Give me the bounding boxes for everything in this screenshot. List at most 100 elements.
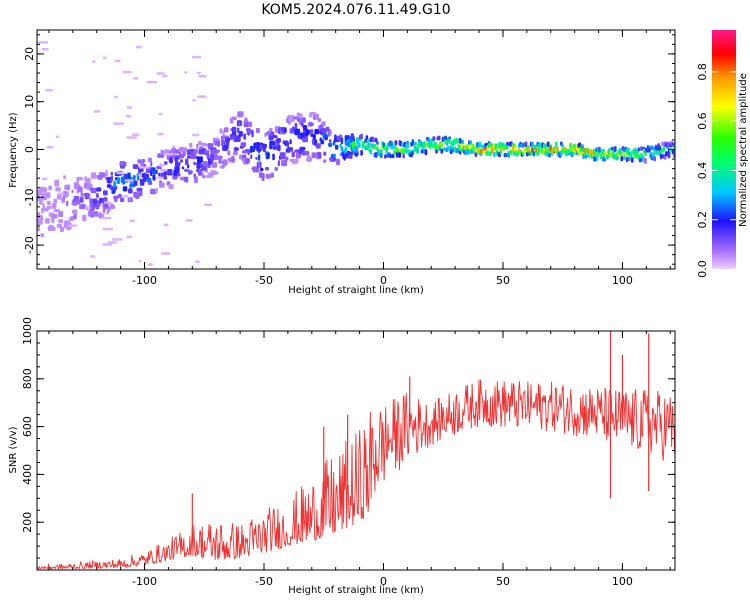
heatmap-cell — [216, 140, 221, 146]
heatmap-cell — [435, 149, 438, 154]
heatmap-cell — [78, 186, 83, 193]
heatmap-cell — [443, 147, 446, 152]
heatmap-cell — [132, 175, 136, 179]
heatmap-cell — [265, 167, 269, 171]
heatmap-cell — [132, 133, 140, 136]
heatmap-cell — [90, 255, 96, 258]
heatmap-cell — [157, 153, 162, 158]
heatmap-cell — [457, 144, 461, 150]
heatmap-cell — [487, 143, 491, 148]
heatmap-cell — [161, 252, 171, 255]
heatmap-cell — [289, 139, 292, 145]
heatmap-cell — [470, 149, 474, 154]
heatmap-cell — [644, 152, 647, 157]
heatmap-cell — [385, 148, 388, 154]
heatmap-cell — [297, 134, 300, 139]
heatmap-cell — [202, 175, 206, 179]
heatmap-cell — [476, 142, 479, 148]
heatmap-cell — [93, 212, 99, 217]
heatmap-cell — [458, 138, 462, 144]
heatmap-cell — [66, 200, 69, 207]
heatmap-cell — [380, 153, 383, 159]
heatmap-cell — [195, 260, 200, 263]
heatmap-cell — [95, 206, 100, 210]
heatmap-cell — [329, 139, 332, 143]
heatmap-cell — [157, 132, 164, 136]
heatmap-cell — [175, 166, 180, 172]
heatmap-cell — [432, 136, 436, 141]
heatmap-cell — [55, 135, 60, 138]
heatmap-cell — [456, 148, 459, 154]
heatmap-cell — [162, 74, 168, 78]
heatmap-cell — [71, 189, 74, 194]
heatmap-cell — [75, 199, 81, 205]
heatmap-cell — [284, 128, 287, 134]
heatmap-cell — [266, 152, 270, 159]
heatmap-cell — [216, 155, 223, 160]
heatmap-cell — [191, 133, 200, 137]
heatmap-cell — [310, 111, 316, 116]
heatmap-cell — [653, 156, 656, 162]
heatmap-cell — [198, 75, 207, 78]
heatmap-cell — [406, 143, 409, 149]
heatmap-cell — [106, 177, 112, 184]
heatmap-cell — [360, 133, 363, 140]
heatmap-cell — [136, 192, 140, 199]
heatmap-cell — [128, 188, 133, 194]
heatmap-cell — [197, 71, 201, 75]
heatmap-cell — [114, 95, 119, 99]
heatmap-cell — [250, 154, 253, 159]
x-tick-label: 100 — [612, 575, 633, 588]
heatmap-cell — [116, 171, 124, 175]
heatmap-cell — [255, 156, 258, 160]
heatmap-cell — [60, 226, 64, 233]
y-tick-label: 20 — [23, 47, 36, 61]
heatmap-cell — [607, 153, 610, 159]
heatmap-cell — [631, 157, 634, 163]
heatmap-cell — [156, 72, 165, 75]
heatmap-cell — [185, 176, 189, 183]
heatmap-cell — [126, 136, 137, 139]
y-tick-label: 10 — [23, 95, 36, 109]
heatmap-cell — [317, 152, 322, 159]
heatmap-cell — [354, 146, 359, 153]
heatmap-cell — [152, 174, 156, 181]
heatmap-cell — [474, 152, 478, 158]
y-tick-label: 0 — [23, 146, 36, 153]
heatmap-cell — [424, 149, 428, 156]
heatmap-cell — [93, 110, 101, 113]
heatmap-cell — [90, 172, 96, 179]
heatmap-cell — [394, 140, 398, 146]
heatmap-cell — [185, 158, 189, 166]
heatmap-cell — [440, 148, 444, 154]
heatmap-cell — [499, 149, 503, 155]
heatmap-cell — [237, 111, 244, 118]
heatmap-cell — [305, 129, 310, 135]
heatmap-cell — [303, 125, 308, 131]
heatmap-cell — [247, 121, 252, 128]
heatmap-cell — [164, 171, 167, 176]
heatmap-cell — [53, 198, 58, 204]
heatmap-cell — [257, 154, 261, 161]
heatmap-cell — [486, 150, 490, 156]
colorbar-ticks: 0.0 0.2 0.4 0.6 0.8 — [696, 63, 736, 278]
heatmap-cell — [297, 113, 303, 118]
heatmap-cell — [231, 116, 237, 121]
heatmap-cell — [288, 147, 293, 152]
colorbar-tick-label: 0.6 — [696, 112, 709, 130]
heatmap-cell — [556, 146, 559, 152]
heatmap-cell — [445, 141, 449, 146]
heatmap-cell — [164, 161, 168, 165]
heatmap-cell — [133, 180, 138, 186]
heatmap-cell — [614, 146, 617, 152]
heatmap-cell — [247, 149, 250, 155]
heatmap-cell — [532, 151, 536, 157]
y-tick-label: 200 — [21, 512, 34, 533]
heatmap-cell — [362, 142, 366, 147]
heatmap-cell — [405, 148, 408, 154]
heatmap-cell — [244, 158, 250, 164]
heatmap-cell — [548, 152, 551, 158]
heatmap-cell — [197, 169, 203, 176]
y-tick-label: -20 — [23, 236, 36, 254]
heatmap-cell — [339, 143, 342, 148]
